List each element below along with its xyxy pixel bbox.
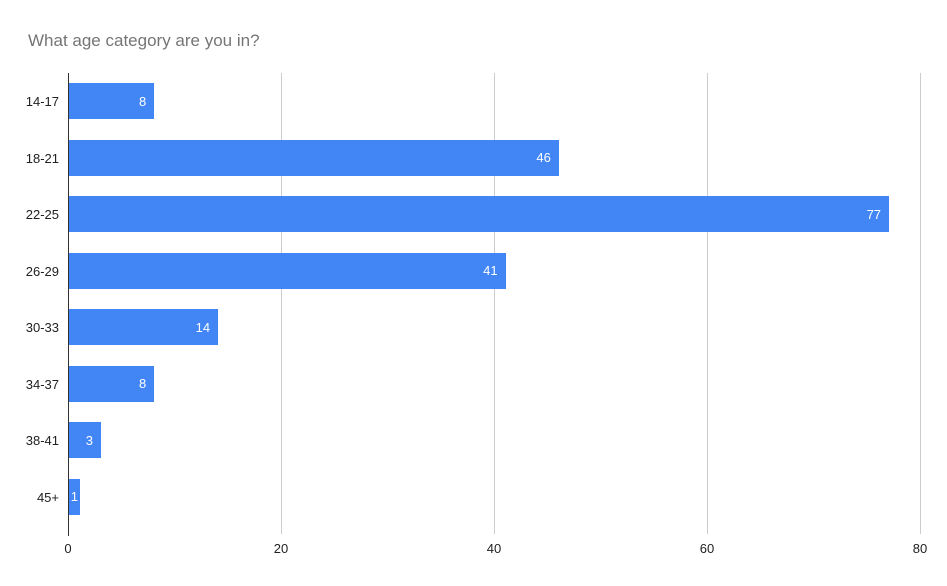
bar[interactable]: 8: [69, 83, 155, 120]
bar[interactable]: 14: [69, 309, 219, 346]
bar-value-label: 46: [536, 150, 551, 166]
bar-row: 45+ 1: [37, 469, 920, 526]
bar[interactable]: 41: [69, 252, 506, 289]
bar-row: 38-41 3: [26, 412, 920, 469]
bar-value-label: 77: [866, 206, 882, 222]
chart-title: What age category are you in?: [28, 31, 260, 50]
gridline: [920, 73, 921, 534]
bar-row: 22-25 77: [26, 186, 920, 243]
category-label: 26-29: [25, 263, 59, 279]
bar[interactable]: 77: [69, 196, 890, 233]
bar-row: 18-21 46: [26, 130, 920, 187]
x-tick-label: 20: [273, 541, 289, 556]
category-label: 14-17: [25, 94, 59, 110]
y-axis-baseline: [68, 73, 69, 536]
bar-row: 26-29 41: [26, 243, 920, 300]
x-tick-label: 60: [699, 541, 715, 556]
category-label: 38-41: [25, 433, 59, 449]
bar-row: 34-37 8: [26, 356, 920, 413]
plot-area: 14-17 8 18-21 46 22-25 77 26-29 41 30-33 14 34-37 8…: [26, 73, 921, 536]
bar-row: 30-33 14: [26, 299, 920, 356]
gridline: [494, 73, 495, 534]
x-tick-label: 0: [64, 541, 72, 556]
bar-value-label: 41: [483, 263, 498, 279]
bar-value-label: 14: [195, 319, 211, 335]
x-tick-label: 40: [486, 541, 502, 556]
bar-value-label: 8: [138, 93, 147, 109]
bar-value-label: 1: [70, 489, 78, 505]
category-label: 18-21: [25, 150, 59, 166]
bar[interactable]: 8: [69, 365, 155, 402]
bar[interactable]: 46: [69, 139, 559, 176]
bar[interactable]: 1: [69, 478, 80, 515]
gridline: [281, 73, 282, 534]
bar-value-label: 8: [138, 376, 147, 392]
category-label: 34-37: [25, 376, 59, 392]
bar-row: 14-17 8: [26, 73, 920, 130]
bar-value-label: 3: [85, 432, 93, 448]
x-tick-label: 80: [912, 541, 928, 556]
category-label: 30-33: [25, 320, 59, 336]
bar[interactable]: 3: [69, 422, 101, 459]
gridline: [707, 73, 708, 534]
category-label: 45+: [36, 489, 59, 505]
category-label: 22-25: [25, 207, 59, 223]
